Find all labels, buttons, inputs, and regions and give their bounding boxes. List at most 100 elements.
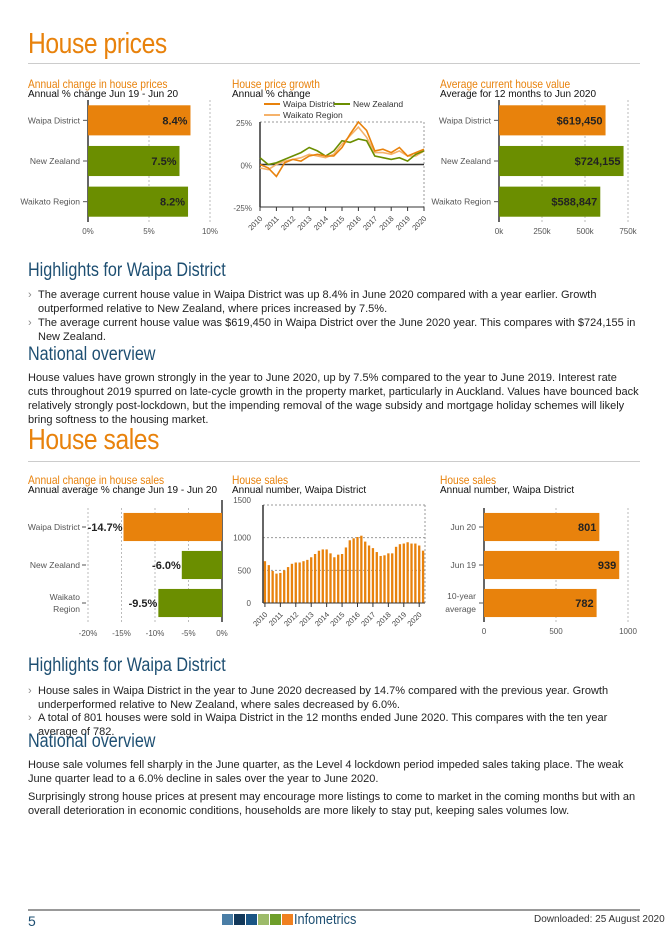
tick-label: 0% [216, 629, 228, 638]
series-line-waikato-region [259, 125, 425, 171]
highlights-heading: Highlights for Waipa District [28, 260, 226, 281]
legend-label: Waikato Region [283, 110, 343, 120]
footer-divider [28, 909, 640, 911]
section-title-house-sales: House sales [28, 424, 159, 456]
y-tick-label: 25% [236, 119, 252, 128]
tick-label: -15% [112, 629, 131, 638]
category-label: Waikato [50, 592, 81, 602]
bar [421, 550, 425, 603]
bar [302, 561, 305, 603]
bar [325, 549, 328, 603]
bar [402, 543, 405, 603]
bar [88, 105, 191, 136]
bar [267, 565, 270, 603]
tick-label: 0k [495, 227, 504, 236]
data-label: $619,450 [557, 115, 603, 127]
bar [360, 535, 363, 603]
bar [275, 573, 278, 603]
tick-label: 0% [82, 227, 94, 236]
tick-label: -10% [146, 629, 165, 638]
bar [333, 557, 336, 603]
data-label: $588,847 [551, 197, 597, 209]
data-label: 782 [575, 598, 593, 610]
legend-label: Waipa District [283, 99, 336, 109]
paragraph: House sale volumes fell sharply in the J… [28, 759, 624, 785]
chart-title: House sales [440, 473, 497, 487]
chart-subtitle: Annual % change [232, 89, 311, 100]
chart-subtitle: Annual number, Waipa District [440, 485, 575, 496]
bar [484, 588, 597, 618]
tick-label: 750k [619, 227, 637, 236]
chart-title: House sales [232, 473, 289, 487]
series-line-waipa-district [259, 120, 425, 178]
chart-title: Average current house value [440, 77, 571, 91]
bar [356, 537, 359, 603]
bar [391, 553, 394, 603]
bar [499, 145, 624, 177]
divider [28, 63, 640, 64]
y-tick-label: 1500 [233, 496, 251, 505]
legend-label: New Zealand [353, 99, 403, 109]
bar [394, 546, 398, 603]
tick-label: -20% [79, 629, 98, 638]
y-tick-label: 0% [240, 162, 252, 171]
bar [410, 543, 413, 603]
bar [298, 562, 301, 603]
bar [379, 555, 382, 603]
data-label: -6.0% [152, 560, 181, 572]
bar [321, 549, 324, 603]
bullet: The average current house value was $619… [28, 316, 638, 344]
bar [387, 553, 390, 603]
data-label: -9.5% [129, 598, 158, 610]
logo-square [222, 914, 233, 925]
bar [283, 570, 286, 603]
bar [398, 544, 402, 603]
brand-name: Infometrics [294, 911, 357, 928]
chart-subtitle: Annual average % change Jun 19 - Jun 20 [28, 485, 218, 496]
category-label: Jun 20 [450, 522, 476, 532]
bar [306, 559, 309, 603]
bar [499, 105, 606, 136]
tick-label: 250k [533, 227, 551, 236]
y-tick-label: -25% [233, 204, 252, 213]
tick-label: 500k [576, 227, 594, 236]
bar [313, 554, 317, 603]
data-label: -14.7% [88, 522, 123, 534]
category-label: average [445, 604, 476, 614]
category-label: Region [53, 604, 80, 614]
bar [337, 554, 340, 603]
category-label: New Zealand [30, 156, 80, 166]
bar [123, 512, 222, 542]
section-title-house-prices: House prices [28, 28, 167, 60]
bar [352, 538, 355, 603]
logo-square [246, 914, 257, 925]
category-label: Waipa District [28, 115, 81, 125]
data-label: 8.2% [160, 197, 185, 209]
bar [367, 545, 371, 603]
bar [317, 550, 321, 603]
highlights-heading: Highlights for Waipa District [28, 655, 226, 676]
y-tick-label: 0 [247, 599, 252, 608]
bar [286, 567, 290, 603]
bullet: The average current house value in Waipa… [28, 288, 638, 316]
tick-label: -5% [181, 629, 195, 638]
bar [371, 548, 375, 603]
tick-label: 5% [143, 227, 155, 236]
bar [279, 572, 282, 603]
category-label: Waikato Region [431, 197, 491, 207]
bar [290, 563, 294, 603]
category-label: Jun 19 [450, 560, 476, 570]
data-label: 8.4% [162, 115, 187, 127]
logo-square [282, 914, 293, 925]
tick-label: 0 [482, 627, 487, 636]
chart-title: Annual change in house prices [28, 77, 168, 91]
y-tick-label: 1000 [233, 534, 251, 543]
logo-square [270, 914, 281, 925]
paragraph: Surprisingly strong house prices at pres… [28, 791, 636, 817]
